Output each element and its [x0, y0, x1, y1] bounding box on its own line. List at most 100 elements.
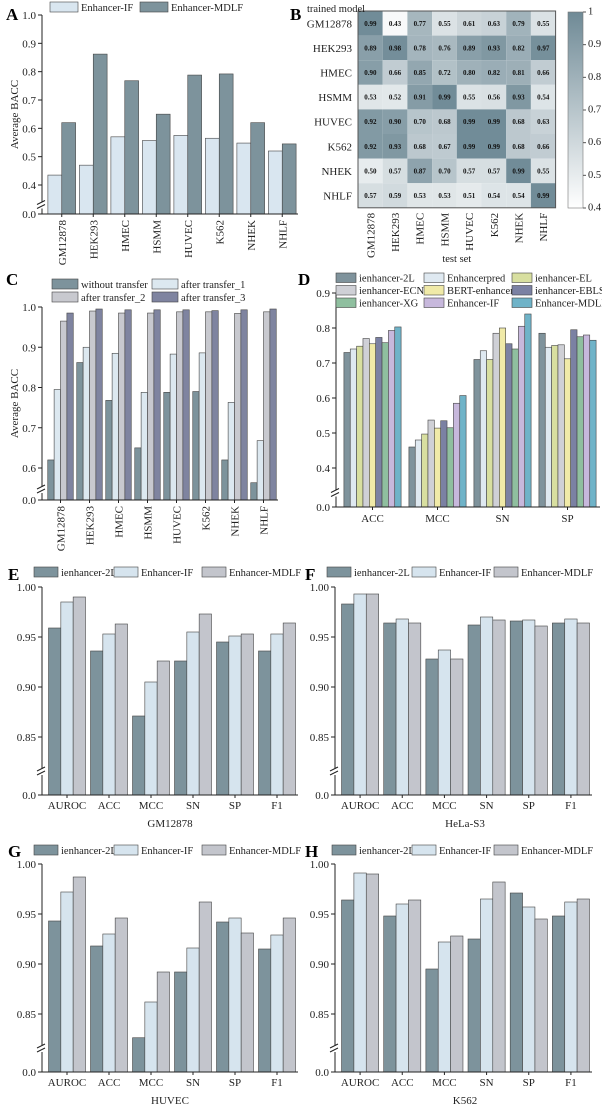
- bar-enhancer-if-mcc: [453, 402, 461, 508]
- legend-swatch: [423, 297, 445, 308]
- bar-enhancer-if-acc: [388, 330, 396, 508]
- bar-enhancer-mdlf-acc: [114, 623, 128, 796]
- bar-after-transfer-1-nhlf: [256, 440, 264, 501]
- bar-enhancer-mdlf-sp: [589, 339, 597, 508]
- x-tick-label: ACC: [391, 800, 414, 812]
- bar-enhancer-mdlf-gm12878: [61, 122, 76, 215]
- panel-label: C: [6, 270, 18, 289]
- bar-after-transfer-3-nhlf: [269, 308, 277, 501]
- legend-label: ienhancer-EL: [535, 274, 592, 285]
- x-tick-label: SP: [229, 1077, 241, 1089]
- legend-swatch: [493, 566, 519, 578]
- bar-enhancer-if-mcc: [437, 941, 451, 1073]
- bar-bert-enhancer-sn: [499, 327, 506, 508]
- legend-swatch: [411, 566, 437, 578]
- legend-label: Enhancer-IF: [141, 846, 193, 857]
- x-tick-label: AUROC: [341, 800, 380, 812]
- cell-value: 0.57: [389, 167, 402, 175]
- heatmap-cell: [456, 35, 482, 61]
- cell-value: 0.80: [463, 69, 476, 77]
- y-tick-label: 0.90: [310, 682, 330, 694]
- bar-after-transfer-3-gm12878: [66, 312, 74, 501]
- bar-enhancer-if-sn: [518, 325, 526, 508]
- y-tick-label: 0.95: [17, 909, 37, 921]
- heatmap-cell: [432, 134, 457, 159]
- y-tick-label: 0.8: [316, 323, 330, 335]
- cell-value: 0.55: [438, 20, 451, 28]
- bar-after-transfer-3-k562: [211, 310, 219, 501]
- legend-label: ienhancer-ECNN: [359, 286, 432, 297]
- cell-value: 0.43: [389, 20, 402, 28]
- bar-enhancer-if-mcc: [437, 649, 451, 796]
- bar-after-transfer-3-hek293: [95, 308, 103, 501]
- cell-value: 0.53: [414, 192, 427, 200]
- bar-bert-enhancer-sp: [564, 358, 571, 508]
- cell-value: 0.63: [537, 118, 550, 126]
- bar-enhancer-mdlf-hmec: [124, 80, 139, 215]
- x-tick-label: AUROC: [48, 800, 87, 812]
- bar-enhancer-if-mcc: [144, 681, 158, 796]
- bar-ienhancer-2l-auroc: [48, 627, 62, 796]
- cell-value: 0.81: [512, 69, 525, 77]
- x-tick-label: F1: [565, 1077, 577, 1089]
- x-tick-label: SP: [523, 1077, 535, 1089]
- bar-enhancer-if-sp: [522, 906, 536, 1073]
- x-tick-label: SN: [186, 1077, 200, 1089]
- bar-ienhancer-2l-sp: [538, 332, 546, 508]
- bar-after-transfer-2-hek293: [89, 310, 97, 501]
- legend-label: Enhancer-IF: [81, 3, 133, 14]
- legend: ienhancer-2L Enhancer-IF Enhancer-MDLF: [33, 844, 301, 857]
- heatmap-cell: [481, 84, 507, 110]
- bar-ienhancer-el-mcc: [421, 433, 429, 508]
- bar-ienhancer-ecnn-acc: [362, 338, 370, 508]
- cell-value: 0.57: [488, 167, 501, 175]
- bar-enhancer-mdlf-sn: [524, 313, 532, 508]
- y-tick-label: 0.6: [316, 393, 330, 405]
- cell-value: 0.68: [512, 118, 525, 126]
- bar-enhancer-if-sn: [480, 616, 494, 796]
- cell-value: 0.93: [512, 94, 525, 102]
- heatmap-cell: [432, 158, 457, 184]
- cell-value: 0.50: [364, 167, 377, 175]
- bar-ienhancer-2l-mcc: [425, 658, 439, 796]
- heatmap-cell: [358, 84, 383, 110]
- legend-label: after transfer_1: [181, 280, 245, 291]
- bar-without-transfer-nhlf: [250, 482, 258, 501]
- legend-label: after transfer_3: [181, 293, 245, 304]
- bar-ienhancer-2l-sn: [473, 359, 481, 508]
- heatmap-cell: [358, 35, 383, 61]
- row-label: NHLF: [323, 191, 352, 203]
- heatmap-cell: [382, 35, 408, 61]
- cell-value: 0.63: [488, 20, 501, 28]
- heatmap-cell: [432, 183, 457, 208]
- bar-ienhancer-el-sn: [486, 359, 494, 508]
- bar-enhancer-if-sp: [583, 334, 591, 508]
- bar-bert-enhancer-mcc: [434, 427, 441, 508]
- y-tick-label: 0.0: [22, 495, 36, 507]
- legend: ienhancer-2L Enhancer-IF Enhancer-MDLF: [326, 566, 593, 579]
- bar-enhancer-mdlf-k562: [218, 73, 234, 215]
- colorbar-tick-label: 0.9: [588, 39, 601, 50]
- row-label: GM12878: [307, 18, 353, 30]
- heatmap-cell: [358, 158, 383, 184]
- col-label: HUVEC: [464, 213, 476, 251]
- legend-swatch: [335, 297, 357, 308]
- bar-after-transfer-1-k562: [198, 352, 206, 501]
- legend-swatch: [139, 1, 169, 13]
- y-tick-label: 0.85: [17, 1009, 37, 1021]
- bar-ienhancer-2l-sn: [467, 624, 481, 796]
- bar-enhancer-mdlf-auroc: [365, 593, 379, 796]
- cell-value: 0.61: [463, 20, 476, 28]
- y-tick-label: 0.0: [315, 790, 329, 802]
- cell-value: 0.87: [414, 167, 427, 175]
- heatmap-cell: [456, 109, 482, 134]
- legend-label: ienhancer-XG: [359, 299, 419, 310]
- legend-label: Enhancerpred: [447, 274, 506, 285]
- cell-value: 0.85: [414, 69, 427, 77]
- y-tick-label: 0.95: [310, 909, 330, 921]
- bar-enhancer-mdlf-sp: [534, 625, 548, 796]
- legend-swatch: [33, 844, 59, 856]
- legend-label: Enhancer-IF: [447, 299, 499, 310]
- heatmap-cell: [382, 158, 408, 184]
- legend-label: Enhancer-MDLF: [171, 3, 243, 14]
